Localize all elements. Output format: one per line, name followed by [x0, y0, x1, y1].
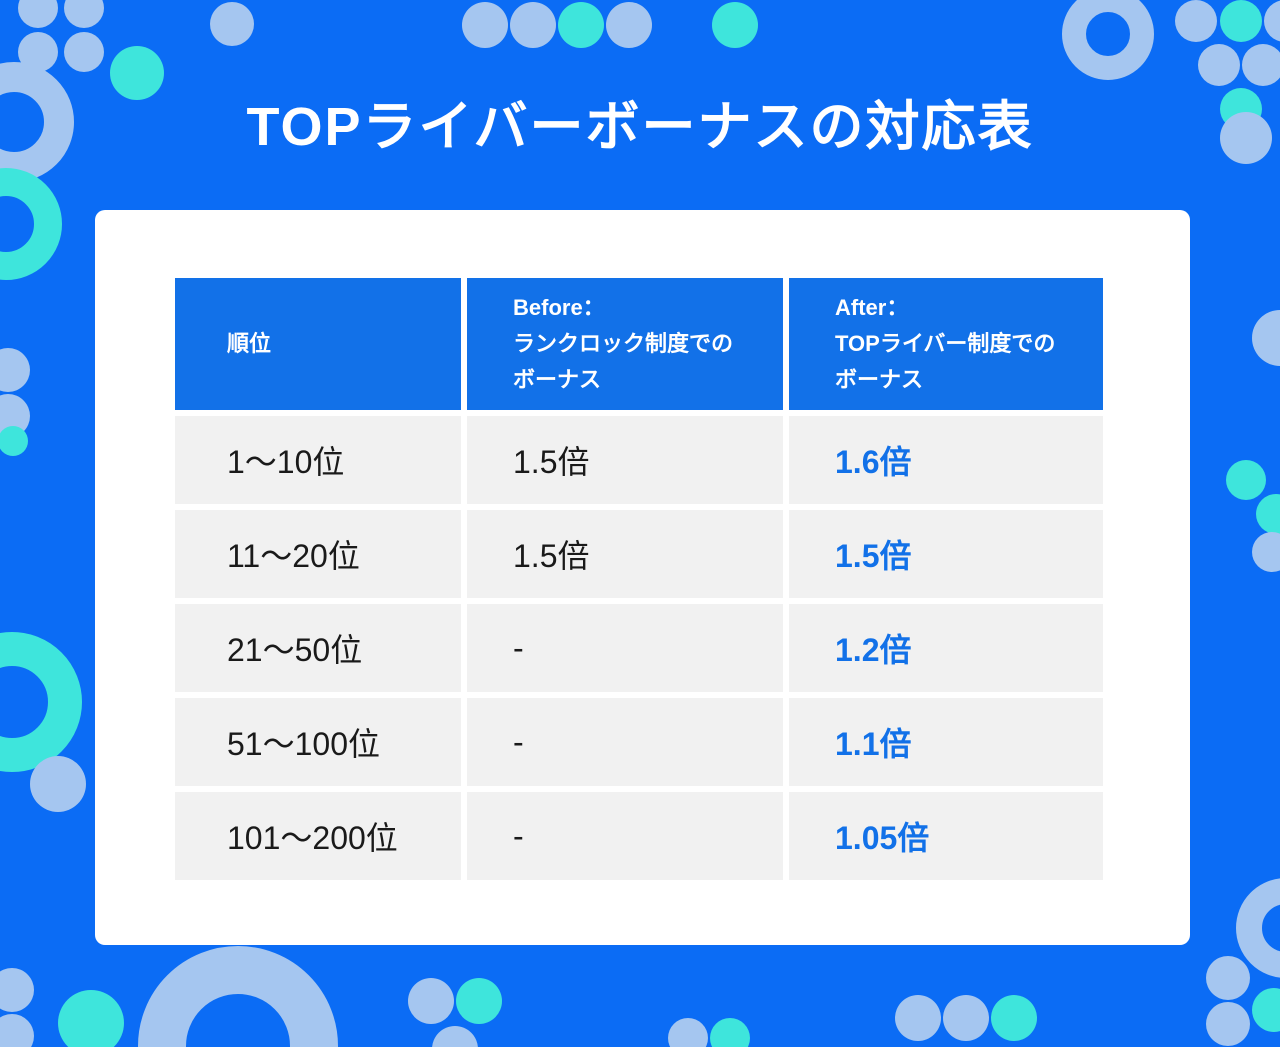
decorative-circle — [0, 348, 30, 392]
column-header-line: ランクロック制度での — [513, 331, 734, 356]
decorative-circle — [710, 1018, 750, 1047]
decorative-ring — [1062, 0, 1154, 80]
decorative-circle — [58, 990, 124, 1047]
decorative-circle — [0, 1014, 34, 1047]
decorative-circle — [1242, 44, 1280, 86]
decorative-circle — [1256, 494, 1280, 534]
decorative-ring — [0, 168, 62, 280]
decorative-circle — [210, 2, 254, 46]
after-cell: 1.2倍 — [789, 604, 1103, 692]
decorative-circle — [462, 2, 508, 48]
decorative-circle — [606, 2, 652, 48]
decorative-circle — [64, 0, 104, 28]
decorative-circle — [408, 978, 454, 1024]
table-card: 順位 Before： ランクロック制度での ボーナス After： TOPライバ… — [95, 210, 1190, 945]
decorative-circle — [558, 2, 604, 48]
before-cell: - — [467, 792, 783, 880]
rank-cell: 11〜20位 — [175, 510, 461, 598]
decorative-circle — [991, 995, 1037, 1041]
before-cell: 1.5倍 — [467, 510, 783, 598]
decorative-circle — [1198, 44, 1240, 86]
decorative-circle — [668, 1018, 708, 1047]
before-cell: - — [467, 698, 783, 786]
before-cell: - — [467, 604, 783, 692]
column-header-label: 順位 — [227, 331, 272, 356]
column-header-before: Before： ランクロック制度での ボーナス — [467, 278, 783, 410]
decorative-circle — [0, 426, 28, 456]
decorative-circle — [1220, 0, 1262, 42]
column-header-line: ボーナス — [513, 367, 602, 392]
column-header-line: Before： — [513, 295, 605, 320]
column-header-line: TOPライバー制度での — [835, 331, 1056, 356]
decorative-circle — [510, 2, 556, 48]
after-cell: 1.1倍 — [789, 698, 1103, 786]
decorative-circle — [456, 978, 502, 1024]
decorative-circle — [1252, 310, 1280, 366]
decorative-circle — [0, 968, 34, 1012]
decorative-circle — [1252, 532, 1280, 572]
decorative-ring — [138, 946, 338, 1047]
before-cell: 1.5倍 — [467, 416, 783, 504]
decorative-circle — [943, 995, 989, 1041]
rank-cell: 21〜50位 — [175, 604, 461, 692]
column-header-line: ボーナス — [835, 367, 924, 392]
column-header-rank: 順位 — [175, 278, 461, 410]
bonus-table: 順位 Before： ランクロック制度での ボーナス After： TOPライバ… — [175, 278, 1103, 880]
column-header-after: After： TOPライバー制度での ボーナス — [789, 278, 1103, 410]
decorative-circle — [1264, 0, 1280, 42]
decorative-circle — [1175, 0, 1217, 42]
decorative-circle — [1252, 988, 1280, 1032]
decorative-circle — [712, 2, 758, 48]
rank-cell: 51〜100位 — [175, 698, 461, 786]
rank-cell: 101〜200位 — [175, 792, 461, 880]
decorative-circle — [432, 1026, 478, 1047]
decorative-circle — [1206, 956, 1250, 1000]
after-cell: 1.5倍 — [789, 510, 1103, 598]
decorative-ring — [0, 632, 82, 772]
decorative-circle — [30, 756, 86, 812]
decorative-circle — [64, 32, 104, 72]
decorative-circle — [1226, 460, 1266, 500]
decorative-circle — [18, 0, 58, 28]
after-cell: 1.6倍 — [789, 416, 1103, 504]
rank-cell: 1〜10位 — [175, 416, 461, 504]
after-cell: 1.05倍 — [789, 792, 1103, 880]
decorative-circle — [895, 995, 941, 1041]
page-title: TOPライバーボーナスの対応表 — [246, 97, 1034, 157]
decorative-circle — [1206, 1002, 1250, 1046]
column-header-line: After： — [835, 295, 909, 320]
decorative-circle — [1220, 112, 1272, 164]
decorative-circle — [110, 46, 164, 100]
